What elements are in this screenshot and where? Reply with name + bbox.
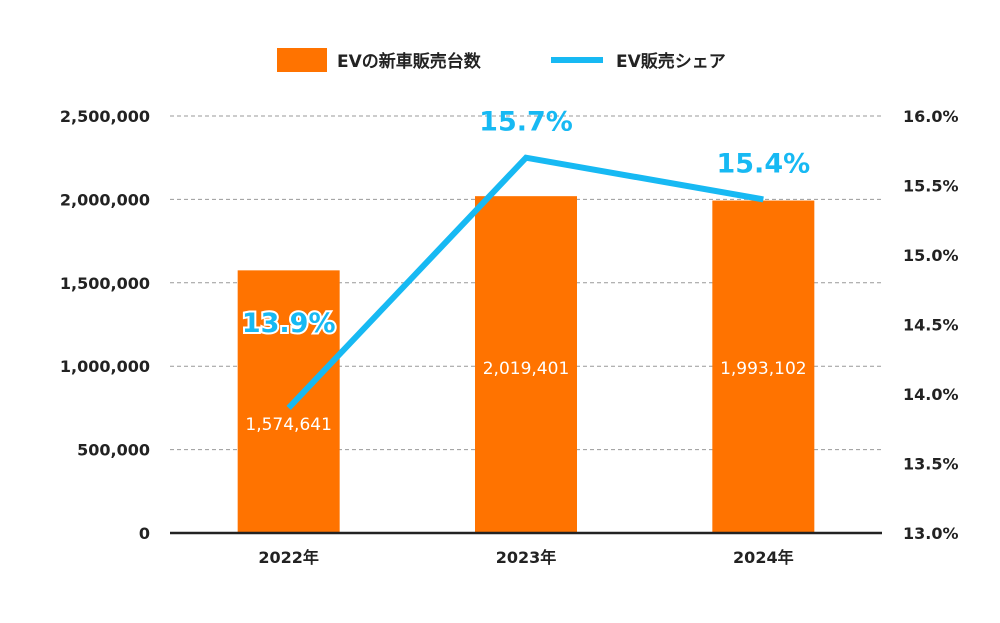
right-tick-label: 13.5% xyxy=(903,455,959,474)
left-tick-label: 1,500,000 xyxy=(60,274,150,293)
left-tick-label: 1,000,000 xyxy=(60,357,150,376)
legend-label-line: EV販売シェア xyxy=(616,51,726,72)
left-tick-label: 2,000,000 xyxy=(60,190,150,209)
share-value-label: 15.4% xyxy=(716,148,810,179)
right-tick-label: 13.0% xyxy=(903,524,959,543)
legend-swatch-bar xyxy=(277,48,327,72)
legend: EVの新車販売台数 EV販売シェア xyxy=(277,48,726,72)
left-tick-label: 0 xyxy=(139,524,150,543)
x-tick-label: 2023年 xyxy=(496,548,557,567)
right-tick-label: 15.0% xyxy=(903,246,959,265)
share-value-label: 15.7% xyxy=(479,107,573,138)
bar-value-label: 1,574,641 xyxy=(245,415,332,435)
left-tick-label: 500,000 xyxy=(77,441,150,460)
legend-label-bar: EVの新車販売台数 xyxy=(337,51,482,72)
x-tick-label: 2024年 xyxy=(733,548,794,567)
left-tick-label: 2,500,000 xyxy=(60,107,150,126)
bar-value-label: 1,993,102 xyxy=(720,359,807,379)
x-tick-label: 2022年 xyxy=(258,548,319,567)
right-tick-label: 14.0% xyxy=(903,385,959,404)
share-value-label: 13.9% xyxy=(242,308,336,339)
right-tick-label: 16.0% xyxy=(903,107,959,126)
right-tick-label: 15.5% xyxy=(903,177,959,196)
right-tick-label: 14.5% xyxy=(903,316,959,335)
bar-value-label: 2,019,401 xyxy=(483,359,570,379)
